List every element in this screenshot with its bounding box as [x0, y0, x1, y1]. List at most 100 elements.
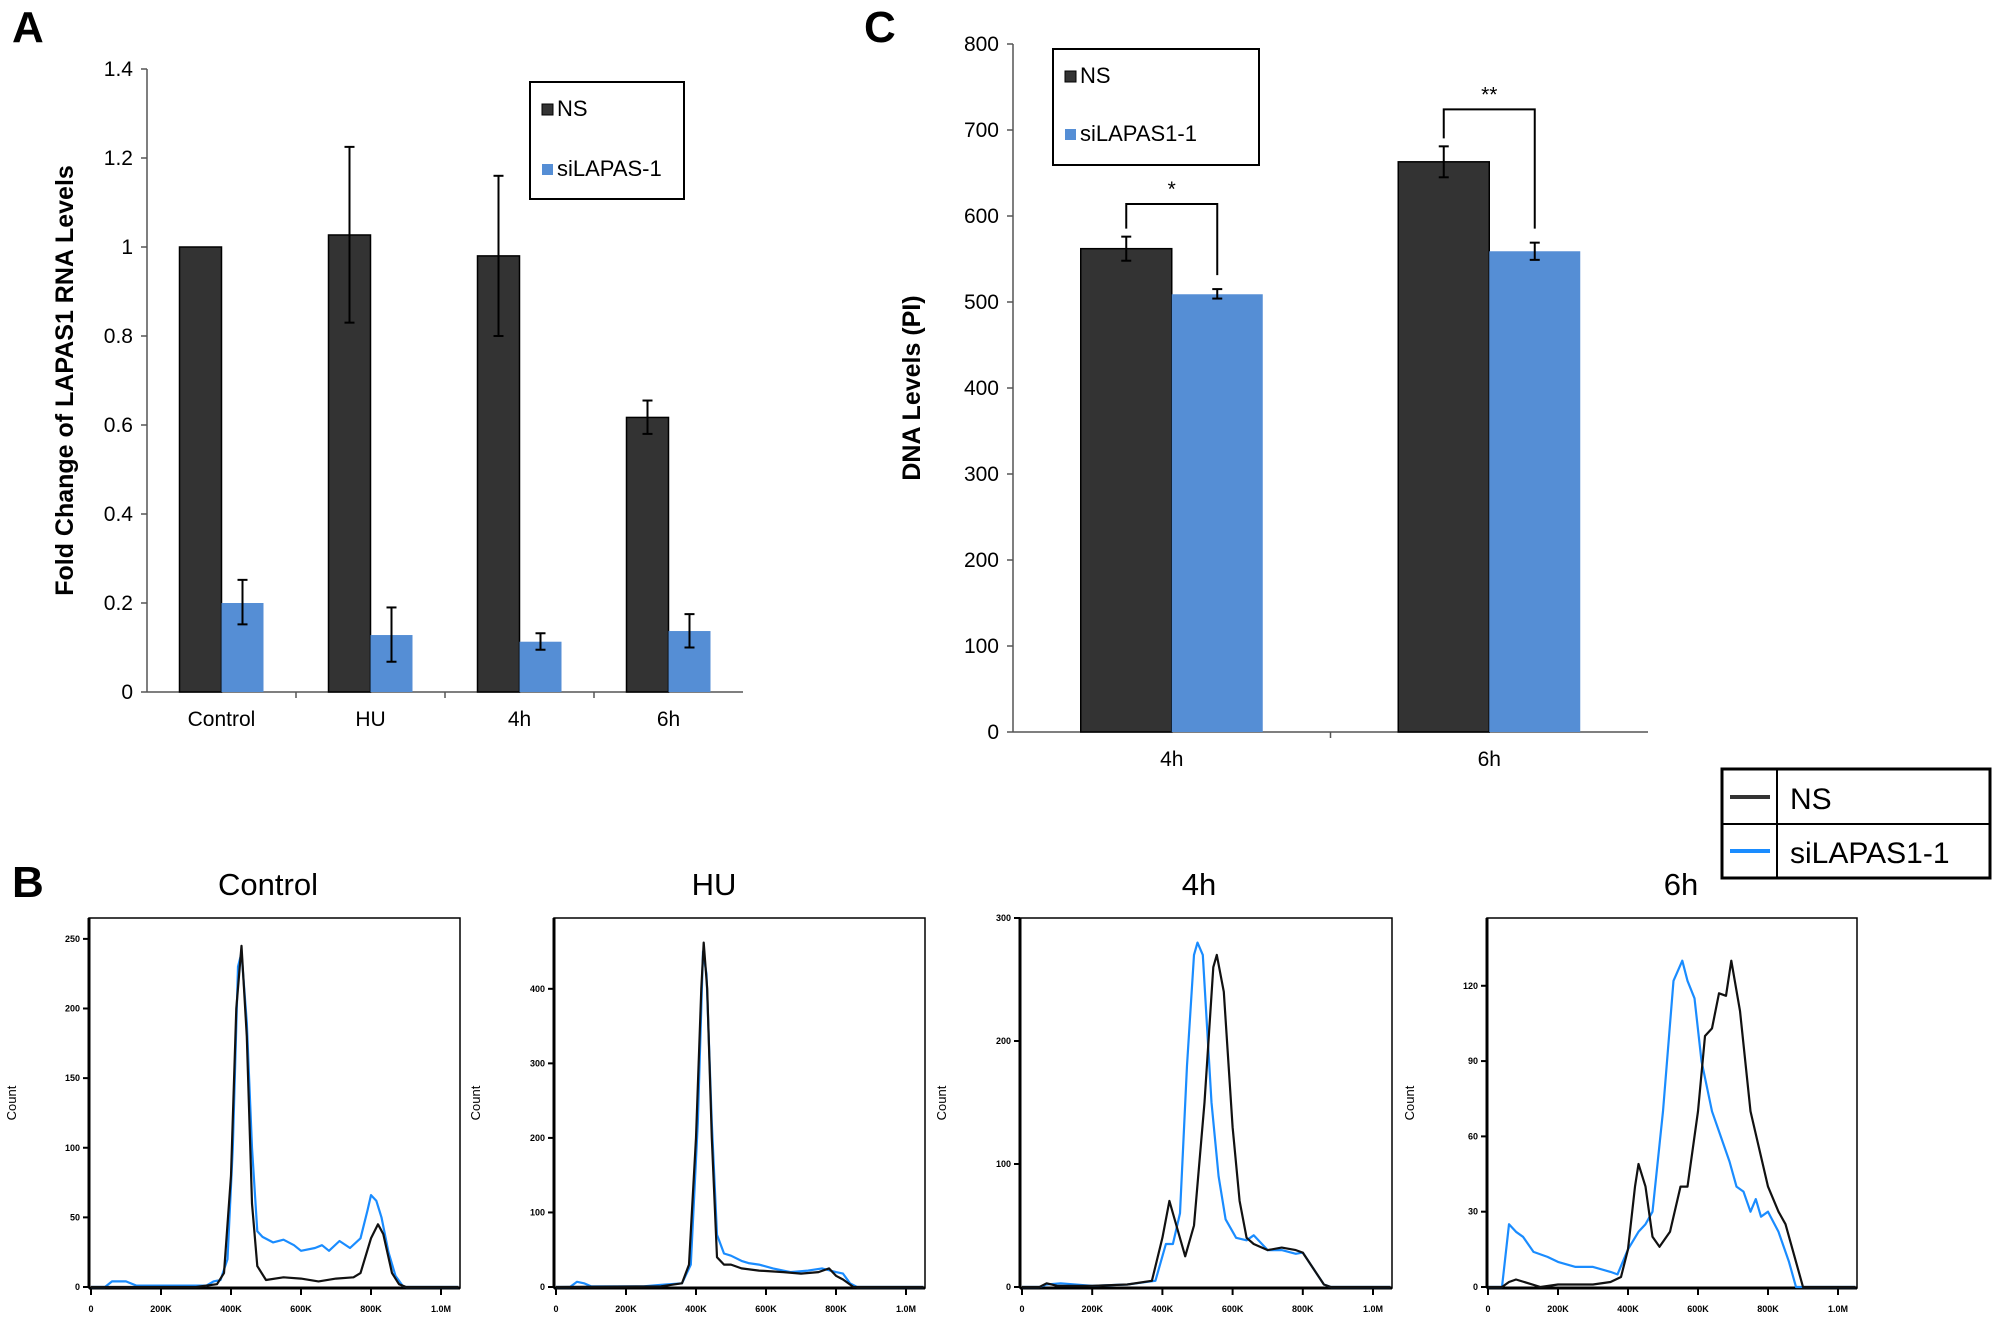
histogram-title: Control	[218, 867, 318, 902]
legend-box	[1052, 48, 1260, 166]
y-tick-label: 100	[530, 1207, 545, 1217]
bar-ns-4h	[1080, 247, 1173, 733]
y-tick-label: 700	[964, 119, 999, 142]
histogram-line-ns	[1488, 959, 1856, 1289]
x-tick-label: 1.0M	[1828, 1304, 1848, 1314]
plot-frame	[1019, 917, 1393, 1289]
y-tick-label: 0	[1473, 1282, 1478, 1292]
x-tick-label: 200K	[1547, 1304, 1569, 1314]
bar-silapas1-1-4h	[1171, 294, 1263, 732]
y-tick-label: 50	[70, 1212, 80, 1222]
y-axis-label: Count	[1402, 1085, 1417, 1120]
y-tick-label: 600	[964, 205, 999, 228]
x-tick-label: HU	[355, 708, 385, 731]
x-tick-label: 6h	[657, 708, 680, 731]
y-tick-label: 0	[1006, 1282, 1011, 1292]
histogram-line-silapas1-1	[1022, 941, 1391, 1289]
y-tick-label: 200	[964, 549, 999, 572]
legend-b-si-label: siLAPAS1-1	[1790, 837, 1950, 870]
histogram-title: 6h	[1664, 867, 1698, 902]
significance-bracket	[1442, 108, 1536, 229]
x-tick-label: 800K	[1757, 1304, 1779, 1314]
y-tick-label: 30	[1468, 1207, 1478, 1217]
histogram-line-ns	[555, 941, 924, 1289]
legend-swatch-1	[1065, 129, 1076, 140]
y-tick-label: 300	[964, 463, 999, 486]
x-tick-label: 400K	[1152, 1304, 1174, 1314]
y-tick-label: 100	[996, 1159, 1011, 1169]
x-tick-label: 0	[553, 1304, 558, 1314]
y-tick-label: 250	[65, 934, 80, 944]
y-tick-label: 1.2	[104, 147, 133, 170]
bar-ns-6h	[625, 416, 670, 693]
y-tick-label: 800	[964, 33, 999, 56]
histogram-line-ns	[91, 944, 459, 1289]
bar-silapas1-1-6h	[1489, 251, 1581, 732]
y-tick-label: 100	[964, 635, 999, 658]
y-tick-label: 90	[1468, 1056, 1478, 1066]
histogram-title: HU	[692, 867, 737, 902]
y-tick-label: 400	[964, 377, 999, 400]
x-tick-label: 400K	[220, 1304, 242, 1314]
y-tick-label: 400	[530, 984, 545, 994]
x-tick-label: 1.0M	[896, 1304, 916, 1314]
histogram-control: Control 0 50 100 150 200 250 0 200K 400K 600K 800K 1…	[4, 867, 461, 1314]
x-tick-label: 200K	[615, 1304, 637, 1314]
panel-label-a: A	[12, 3, 44, 52]
x-tick-label: 1.0M	[1363, 1304, 1383, 1314]
y-tick-label: 60	[1468, 1131, 1478, 1141]
plot-frame	[88, 917, 461, 1289]
y-tick-label: 150	[65, 1073, 80, 1083]
legend: NS siLAPAS-1	[529, 81, 685, 200]
y-axis-label: DNA Levels (PI)	[898, 295, 926, 480]
y-tick-label: 0	[540, 1282, 545, 1292]
legend-label-0: NS	[1080, 63, 1111, 88]
x-tick-label: 200K	[150, 1304, 172, 1314]
panel-label-b: B	[12, 858, 44, 907]
legend-box	[529, 81, 685, 200]
legend-label-0: NS	[557, 96, 588, 121]
y-axis-label: Count	[4, 1085, 19, 1120]
legend-label-1: siLAPAS-1	[557, 156, 662, 181]
x-tick-label: 400K	[685, 1304, 707, 1314]
y-axis-label: Count	[468, 1085, 483, 1120]
y-tick-label: 200	[530, 1133, 545, 1143]
bar-ns-6h	[1397, 161, 1490, 733]
x-tick-label: 0	[1485, 1304, 1490, 1314]
y-tick-label: 200	[996, 1036, 1011, 1046]
y-tick-label: 0.4	[104, 503, 134, 526]
legend-b: NS siLAPAS1-1	[1720, 767, 1992, 880]
x-tick-label: 600K	[290, 1304, 312, 1314]
legend-b-ns-label: NS	[1790, 783, 1832, 816]
x-tick-label: 0	[1019, 1304, 1024, 1314]
legend-swatch-0	[541, 103, 554, 116]
y-tick-label: 0.8	[104, 325, 133, 348]
y-tick-label: 0	[75, 1282, 80, 1292]
chart-b-histograms: Control 0 50 100 150 200 250 0 200K 400K 600K 800K 1…	[4, 867, 1858, 1314]
y-tick-label: 1	[121, 236, 133, 259]
chart-c-dna-levels: 0 100 200 300 400 500 600 700 800 4h * 6h ** DNA Leve…	[898, 33, 1648, 771]
y-tick-label: 200	[65, 1004, 80, 1014]
histogram-line-ns	[1022, 953, 1391, 1289]
y-tick-label: 1.4	[104, 58, 134, 81]
y-tick-label: 100	[65, 1143, 80, 1153]
histogram-line-silapas1-1	[91, 951, 459, 1289]
legend-swatch-1	[542, 164, 553, 175]
panel-label-c: C	[864, 3, 896, 52]
x-tick-label: 600K	[755, 1304, 777, 1314]
x-tick-label: 600K	[1687, 1304, 1709, 1314]
y-axis-label: Count	[934, 1085, 949, 1120]
legend: NS siLAPAS1-1	[1052, 48, 1260, 166]
bar-ns-control	[178, 246, 223, 693]
histogram-4h: 4h 0 100 200 300 0 200K 400K 600K 800K 1.0M Count	[934, 867, 1393, 1314]
x-tick-label: 6h	[1478, 748, 1501, 771]
significance-label: **	[1481, 83, 1497, 106]
y-tick-label: 0	[987, 721, 999, 744]
y-tick-label: 120	[1463, 981, 1478, 991]
x-tick-label: 0	[88, 1304, 93, 1314]
legend-swatch-0	[1064, 70, 1077, 83]
x-tick-label: 1.0M	[431, 1304, 451, 1314]
significance-label: *	[1168, 178, 1176, 201]
y-tick-label: 300	[530, 1058, 545, 1068]
